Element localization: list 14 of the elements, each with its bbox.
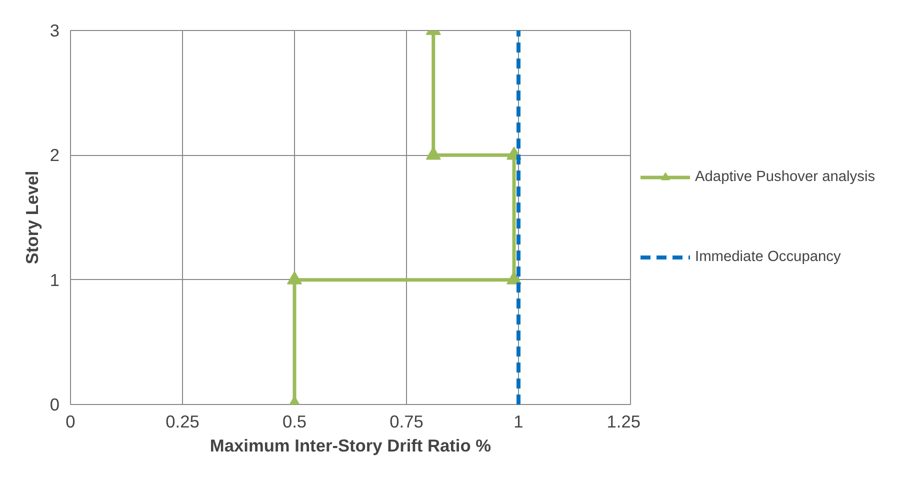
y-axis-title: Story Level [22,170,42,264]
x-tick-label: 1 [514,412,524,432]
legend-label: Adaptive Pushover analysis [695,169,876,185]
x-tick-label: 1.25 [606,412,641,432]
x-tick-label: 0.5 [282,412,307,432]
y-tick-label: 2 [50,145,60,166]
y-tick-label: 3 [50,20,60,40]
y-tick-label: 0 [50,394,60,414]
x-tick-label: 0 [66,412,76,432]
x-tick-label: 0.25 [166,412,200,432]
x-tick-label: 0.75 [390,412,424,432]
x-axis-title: Maximum Inter-Story Drift Ratio % [210,436,492,456]
y-tick-label: 1 [50,270,60,290]
legend-label: Immediate Occupancy [695,249,841,265]
